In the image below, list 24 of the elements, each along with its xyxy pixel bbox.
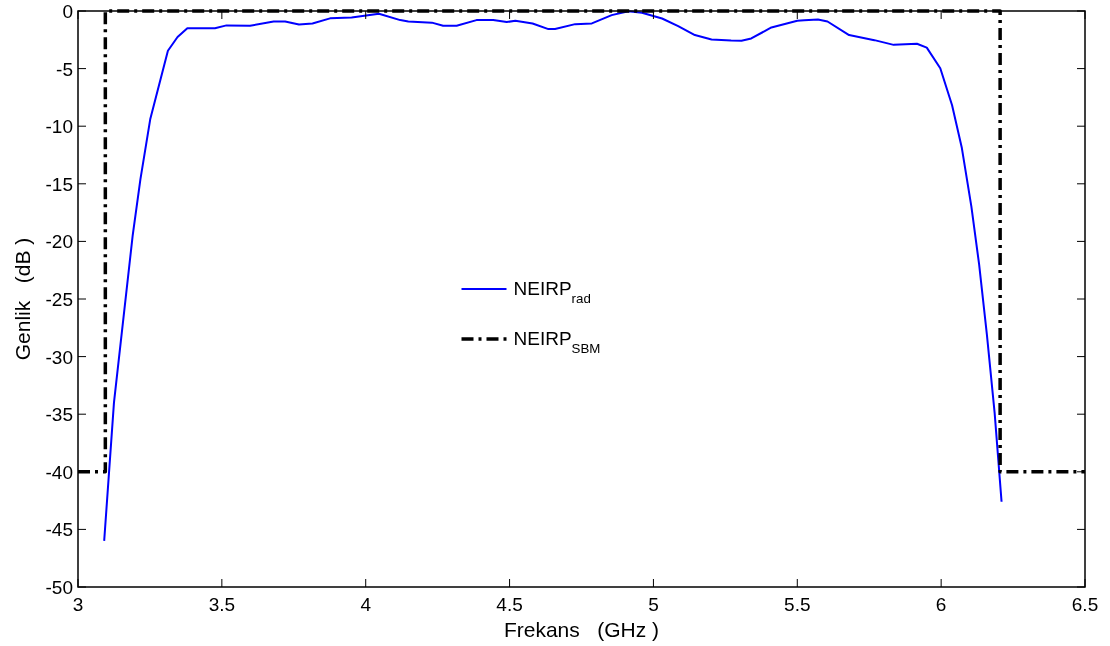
legend-label: NEIRP$_{rad}$ xyxy=(513,278,591,306)
y-tick-label: -30 xyxy=(45,346,73,368)
x-tick-label: 3.5 xyxy=(208,594,236,615)
x-tick-label: 6 xyxy=(935,594,947,615)
x-tick-label: 4.5 xyxy=(496,594,523,615)
y-tick-label: -45 xyxy=(45,519,73,541)
y-tick-label: -5 xyxy=(56,58,73,80)
y-tick-label: -25 xyxy=(45,289,73,310)
y-tick-label: 0 xyxy=(62,1,73,22)
legend-label: NEIRP$_{SBM}$ xyxy=(513,328,601,356)
y-tick-label: -20 xyxy=(45,231,73,253)
x-axis-title: Frekans (GHz ) xyxy=(503,618,660,641)
x-tick-label: 5.5 xyxy=(784,594,811,615)
x-tick-label: 6.5 xyxy=(1071,594,1099,615)
y-tick-label: -40 xyxy=(45,461,73,483)
x-tick-label: 5 xyxy=(648,594,659,615)
x-tick-label: 4 xyxy=(360,594,372,615)
y-tick-label: -35 xyxy=(45,404,73,426)
y-tick-label: -10 xyxy=(45,116,73,138)
x-tick-label: 3 xyxy=(72,594,84,615)
y-tick-label: -15 xyxy=(45,173,73,195)
y-axis-title: Genlik (dB ) xyxy=(11,237,34,361)
y-tick-label: -50 xyxy=(45,577,73,598)
line-series xyxy=(103,10,1003,542)
